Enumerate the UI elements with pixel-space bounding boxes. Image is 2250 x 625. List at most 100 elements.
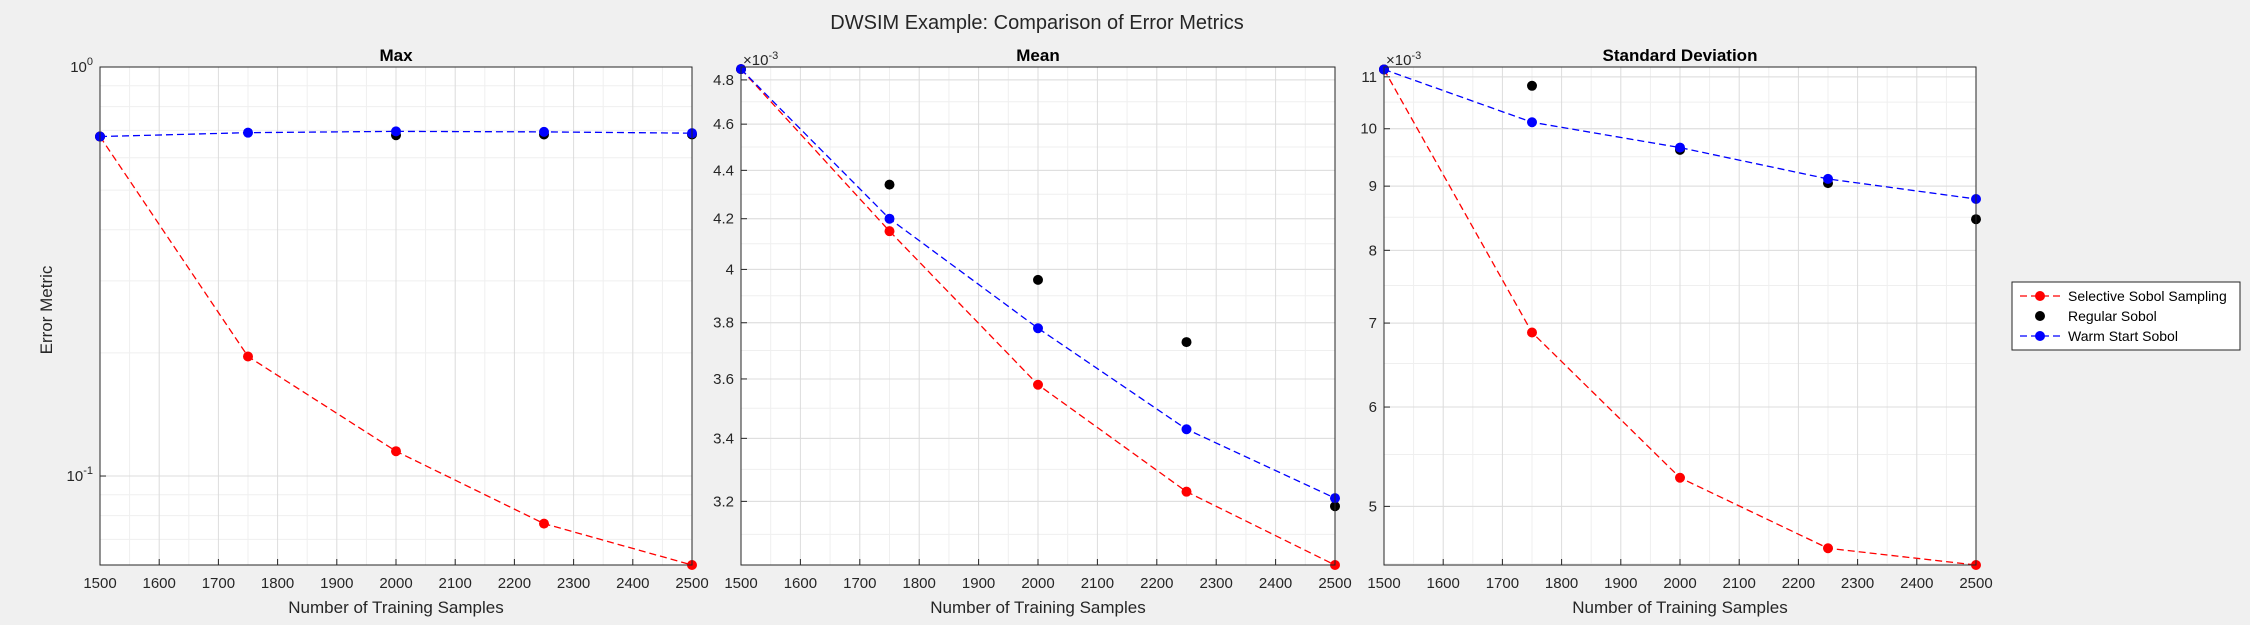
axes-box xyxy=(740,66,1336,566)
legend-label: Regular Sobol xyxy=(2068,308,2157,324)
x-tick-label: 1700 xyxy=(202,575,235,592)
x-tick-label: 2100 xyxy=(1723,575,1756,592)
legend-box xyxy=(2011,281,2241,351)
data-point xyxy=(1823,543,1833,554)
data-point xyxy=(243,127,253,138)
subplot-2: 1500 1600 1700 1800 1900 2000 2100 2200 2300 2400… xyxy=(713,46,1352,617)
y-tick-label: 3.6 xyxy=(713,371,734,388)
axes-box xyxy=(99,66,693,566)
series-line xyxy=(1383,68,1977,200)
x-axis-label: Number of Training Samples xyxy=(930,598,1145,617)
y-exponent-label: ×10-3 xyxy=(1386,50,1421,69)
x-tick-label: 2300 xyxy=(1200,575,1233,592)
y-tick-label: 7 xyxy=(1369,315,1377,332)
data-point xyxy=(539,518,549,529)
subplot-1: 1500 1600 1700 1800 1900 2000 2100 2200 2300 2400… xyxy=(67,46,709,617)
data-point xyxy=(1181,424,1192,435)
legend-entry: Warm Start Sobol xyxy=(2020,328,2178,344)
y-tick-label: 4.8 xyxy=(713,72,734,89)
x-tick-label: 1800 xyxy=(1545,575,1578,592)
x-tick-label: 2400 xyxy=(1900,575,1933,592)
y-tick-label: 9 xyxy=(1369,178,1377,195)
data-point xyxy=(243,351,253,362)
x-tick-label: 1600 xyxy=(784,575,817,592)
y-tick-label: 8 xyxy=(1369,242,1377,259)
subplots: 1500 1600 1700 1800 1900 2000 2100 2200 2300 2400… xyxy=(67,46,1993,617)
data-point xyxy=(539,126,549,137)
figure-title: DWSIM Example: Comparison of Error Metri… xyxy=(830,12,1243,34)
grid xyxy=(99,66,693,565)
legend-marker xyxy=(2035,331,2045,341)
x-tick-label: 1800 xyxy=(261,575,294,592)
data-point xyxy=(1181,337,1192,348)
y-exponent-label: ×10-3 xyxy=(743,50,778,69)
x-tick-label: 2500 xyxy=(1959,575,1992,592)
x-tick-label: 1500 xyxy=(1367,575,1400,592)
y-tick-label: 6 xyxy=(1369,399,1377,416)
subplot-title: Mean xyxy=(1016,46,1059,65)
y-tick-label: 4 xyxy=(726,261,734,278)
data-point xyxy=(1527,80,1537,91)
x-tick-label: 2000 xyxy=(1021,575,1054,592)
subplot-3: 1500 1600 1700 1800 1900 2000 2100 2200 2300 2400… xyxy=(1360,46,1992,617)
legend-label: Warm Start Sobol xyxy=(2068,328,2178,344)
y-axis-label: Error Metric xyxy=(37,265,56,354)
y-tick-label: 10-1 xyxy=(67,465,93,485)
legend-marker xyxy=(2035,291,2045,301)
x-tick-label: 1700 xyxy=(1486,575,1519,592)
x-tick-label: 2100 xyxy=(1081,575,1114,592)
x-tick-label: 2100 xyxy=(439,575,472,592)
data-point xyxy=(1033,274,1043,285)
x-axis-label: Number of Training Samples xyxy=(1572,598,1787,617)
y-tick-label: 11 xyxy=(1361,69,1377,86)
y-tick-label: 4.6 xyxy=(713,116,734,133)
x-tick-label: 2200 xyxy=(498,575,531,592)
legend-entry: Regular Sobol xyxy=(2035,308,2157,324)
y-tick-label: 4.4 xyxy=(713,162,734,179)
y-tick-label: 5 xyxy=(1369,498,1377,515)
x-tick-label: 2400 xyxy=(616,575,649,592)
subplot-title: Max xyxy=(379,46,413,65)
y-tick-label: 3.2 xyxy=(713,493,734,510)
data-point xyxy=(1527,327,1537,338)
data-point xyxy=(884,179,895,190)
x-tick-label: 1800 xyxy=(903,575,936,592)
x-axis-label: Number of Training Samples xyxy=(288,598,503,617)
x-tick-label: 1500 xyxy=(83,575,116,592)
data-point xyxy=(884,226,895,237)
x-tick-label: 1900 xyxy=(320,575,353,592)
series-line xyxy=(740,68,1336,499)
y-tick-label: 3.4 xyxy=(713,430,734,447)
data-point xyxy=(1675,142,1685,153)
legend-entry: Selective Sobol Sampling xyxy=(2020,288,2227,304)
legend-label: Selective Sobol Sampling xyxy=(2068,288,2227,304)
x-tick-label: 2500 xyxy=(675,575,708,592)
data-point xyxy=(884,213,895,224)
subplot-title: Standard Deviation xyxy=(1603,46,1758,65)
x-tick-label: 2000 xyxy=(1663,575,1696,592)
axes-box xyxy=(1383,66,1977,566)
x-tick-label: 2200 xyxy=(1782,575,1815,592)
legend: Selective Sobol Sampling Regular Sobol War… xyxy=(2011,281,2241,351)
x-tick-label: 1900 xyxy=(1604,575,1637,592)
x-tick-label: 1500 xyxy=(724,575,757,592)
x-tick-label: 1600 xyxy=(1427,575,1460,592)
y-tick-label: 3.8 xyxy=(713,315,734,332)
x-tick-label: 2300 xyxy=(557,575,590,592)
x-tick-label: 2000 xyxy=(379,575,412,592)
data-point xyxy=(1527,117,1537,128)
y-tick-label: 100 xyxy=(70,56,93,76)
x-tick-label: 2400 xyxy=(1259,575,1292,592)
x-tick-label: 2200 xyxy=(1140,575,1173,592)
x-tick-label: 1600 xyxy=(143,575,176,592)
data-point xyxy=(1675,472,1685,483)
x-tick-label: 1900 xyxy=(962,575,995,592)
data-point xyxy=(1181,486,1192,497)
y-tick-label: 10 xyxy=(1360,121,1377,138)
y-tick-label: 4.2 xyxy=(713,211,734,228)
data-point xyxy=(391,446,401,457)
grid xyxy=(740,67,1336,565)
data-point xyxy=(1033,323,1043,334)
x-tick-label: 2300 xyxy=(1841,575,1874,592)
